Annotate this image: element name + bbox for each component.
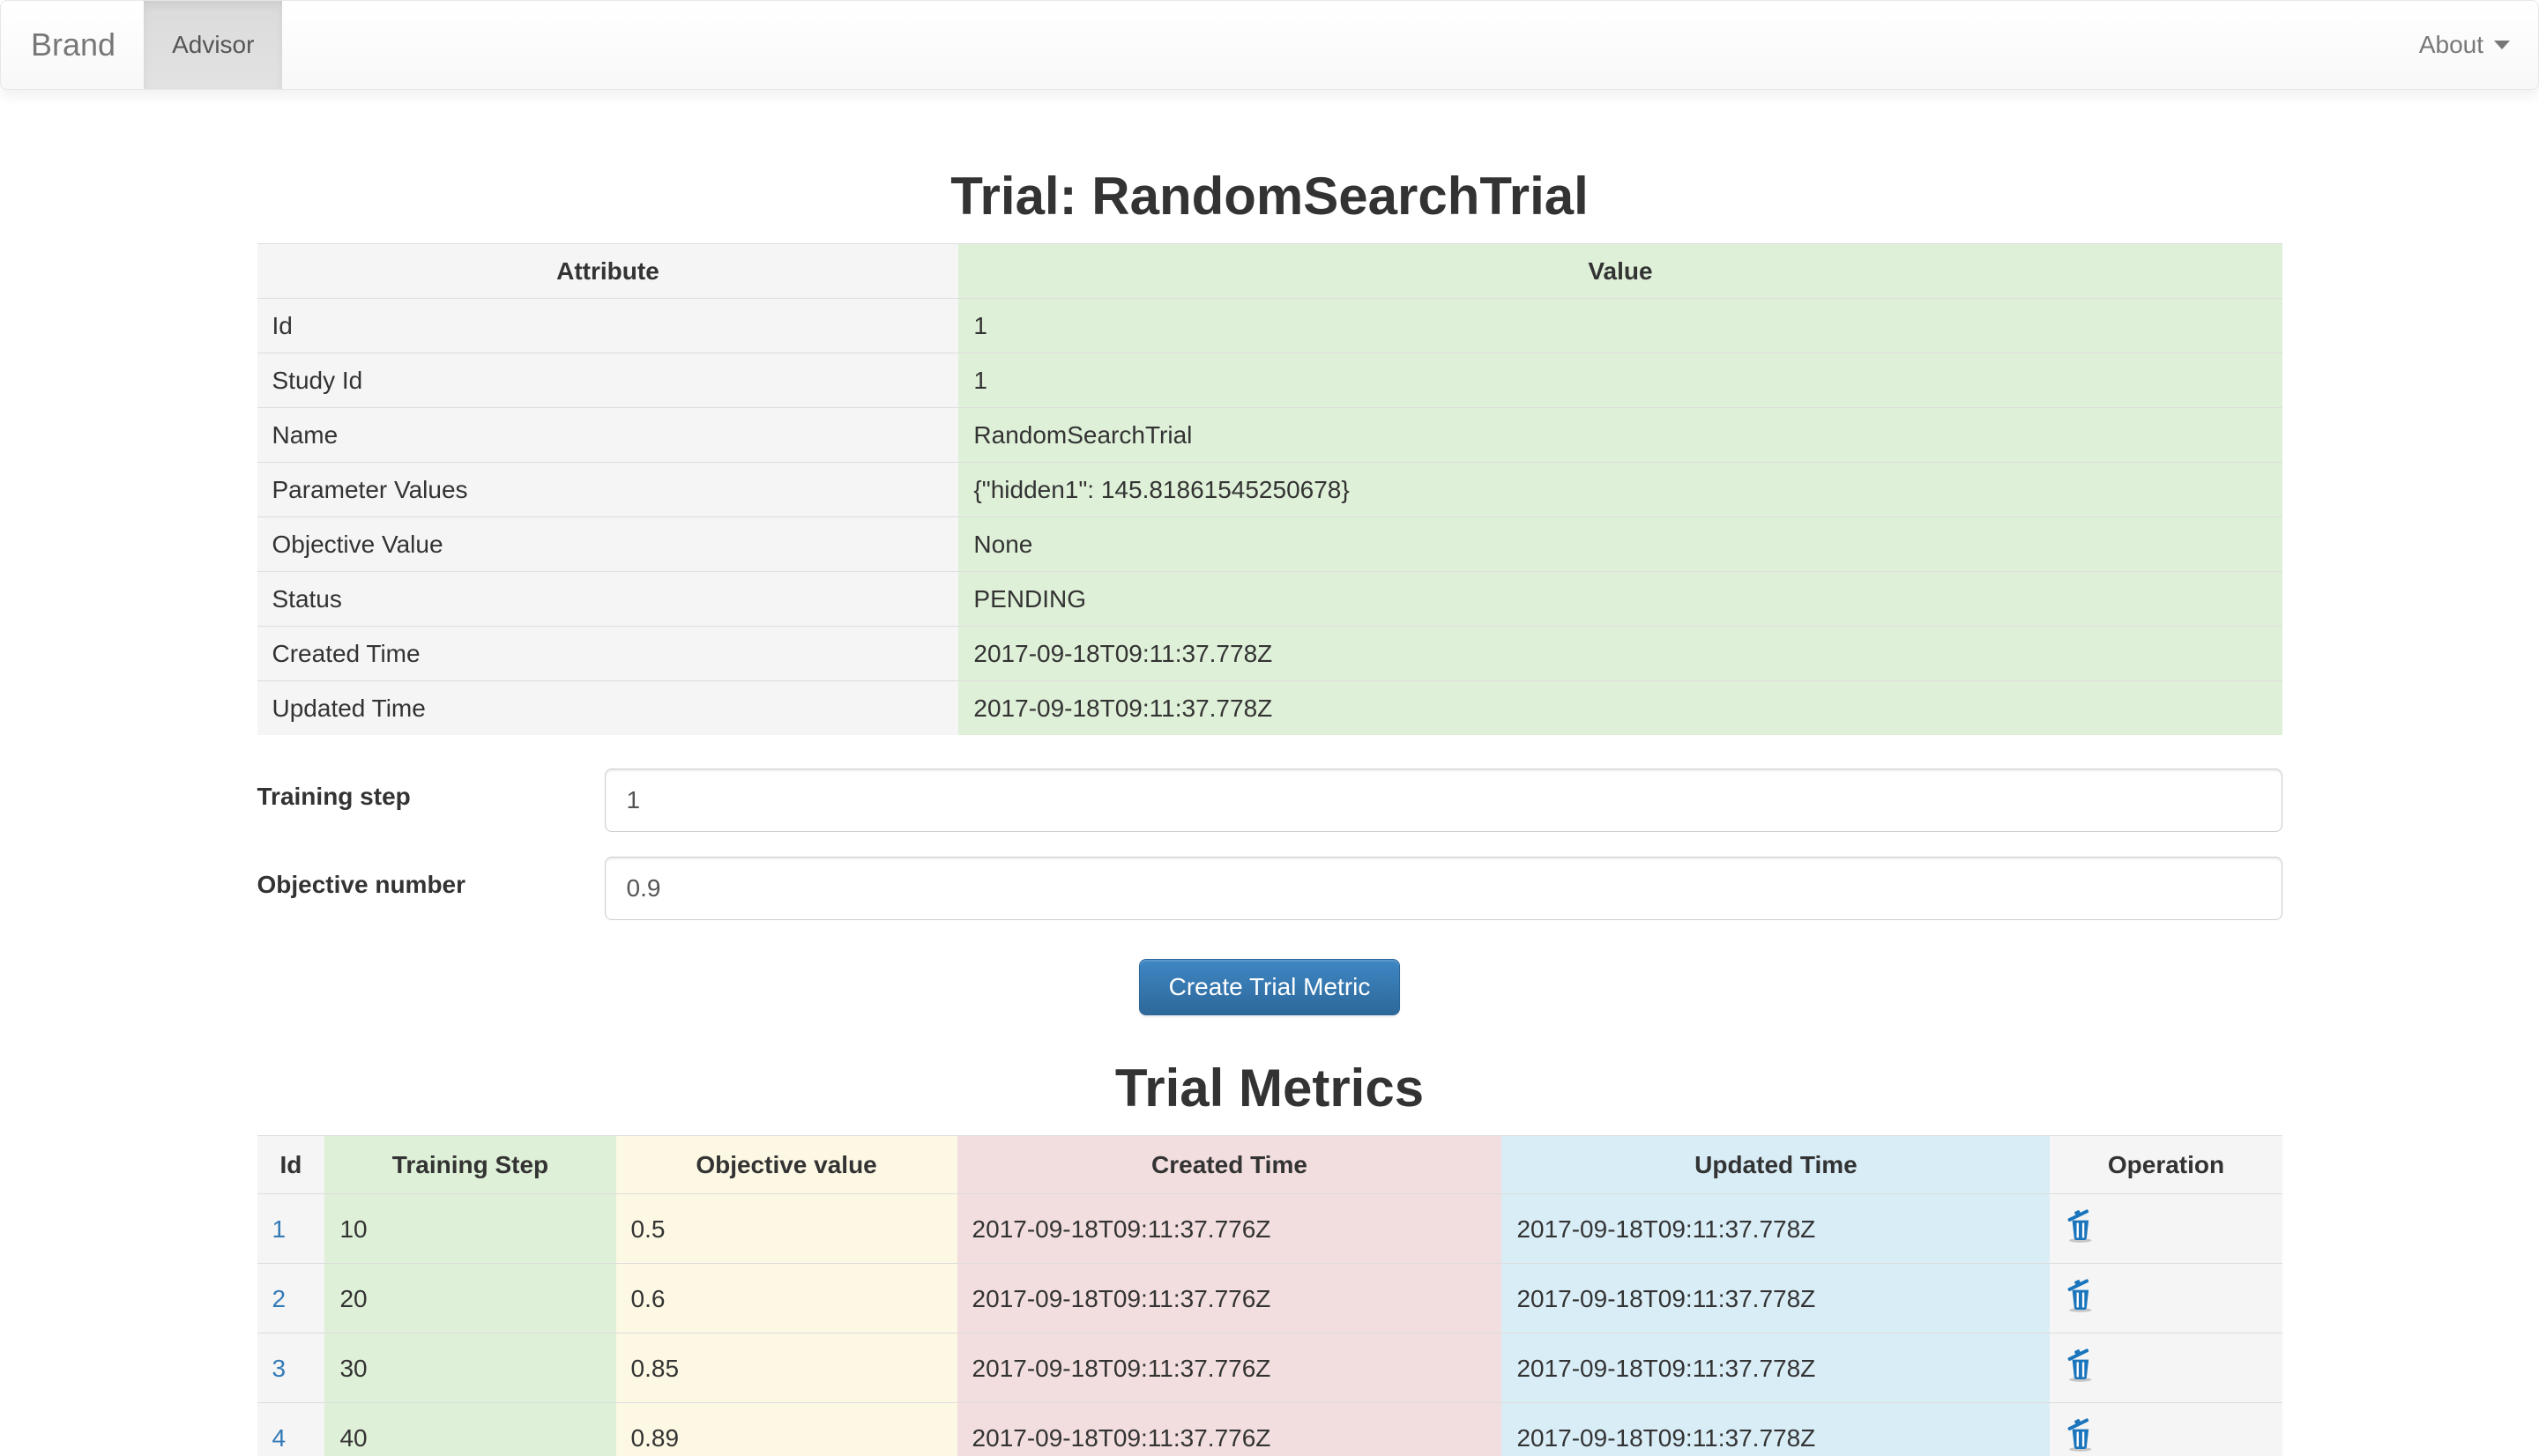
value-cell: 2017-09-18T09:11:37.778Z [958,680,2282,735]
attribute-cell: Name [257,407,959,463]
attribute-cell: Id [257,298,959,353]
attribute-cell: Objective Value [257,516,959,572]
table-row: Created Time 2017-09-18T09:11:37.778Z [257,626,2282,681]
about-label: About [2418,31,2483,58]
table-row: Name RandomSearchTrial [257,407,2282,463]
created-time-column-header: Created Time [957,1135,1502,1194]
training-step-row: Training step [257,769,2282,832]
metric-row: 3 30 0.85 2017-09-18T09:11:37.776Z 2017-… [257,1333,2282,1403]
objective-value-cell: 0.6 [615,1263,957,1333]
value-column-header: Value [958,243,2282,299]
objective-value-cell: 0.5 [615,1193,957,1264]
updated-time-cell: 2017-09-18T09:11:37.778Z [1501,1333,2051,1403]
value-cell: {"hidden1": 145.81861545250678} [958,462,2282,517]
created-time-cell: 2017-09-18T09:11:37.776Z [957,1333,1502,1403]
table-header-row: Attribute Value [257,243,2282,299]
trash-icon [2068,1418,2092,1452]
value-cell: 1 [958,298,2282,353]
page-title: Trial: RandomSearchTrial [950,167,1589,226]
objective-value-column-header: Objective value [615,1135,957,1194]
attribute-cell: Updated Time [257,680,959,735]
delete-metric-button[interactable] [2065,1209,2095,1243]
delete-metric-button[interactable] [2065,1279,2095,1312]
metrics-header-row: Id Training Step Objective value Created… [257,1135,2282,1194]
create-trial-metric-button[interactable]: Create Trial Metric [1138,959,1401,1015]
trash-icon [2068,1348,2092,1382]
trial-attribute-table: Attribute Value Id 1 Study Id 1 Name Ran… [257,243,2282,735]
nav-item-about[interactable]: About [2391,1,2538,89]
caret-down-icon [2494,41,2510,49]
trash-icon [2068,1209,2092,1243]
delete-metric-button[interactable] [2065,1348,2095,1382]
value-cell: 1 [958,353,2282,408]
trial-metrics-table: Id Training Step Objective value Created… [257,1135,2282,1456]
attribute-cell: Created Time [257,626,959,681]
objective-number-input[interactable] [604,857,2282,920]
metric-id-link[interactable]: 1 [272,1215,287,1243]
navbar-brand[interactable]: Brand [31,26,116,63]
navbar: Brand Advisor About [0,0,2539,90]
main-container: Trial: RandomSearchTrial Attribute Value… [257,167,2282,1456]
metric-id-link[interactable]: 4 [272,1423,287,1452]
updated-time-column-header: Updated Time [1501,1135,2051,1194]
objective-value-cell: 0.89 [615,1402,957,1456]
button-row: Create Trial Metric [257,959,2282,1015]
training-step-label: Training step [257,783,411,810]
trial-metrics-title: Trial Metrics [1114,1059,1425,1118]
training-step-cell: 20 [324,1263,616,1333]
table-row: Status PENDING [257,571,2282,627]
attribute-cell: Parameter Values [257,462,959,517]
objective-number-label: Objective number [257,871,466,898]
value-cell: RandomSearchTrial [958,407,2282,463]
attribute-cell: Status [257,571,959,627]
create-metric-form: Training step Objective number Create Tr… [257,769,2282,1015]
updated-time-cell: 2017-09-18T09:11:37.778Z [1501,1193,2051,1264]
metric-id-link[interactable]: 2 [272,1284,287,1312]
training-step-cell: 40 [324,1402,616,1456]
updated-time-cell: 2017-09-18T09:11:37.778Z [1501,1402,2051,1456]
operation-column-header: Operation [2050,1135,2282,1194]
training-step-cell: 30 [324,1333,616,1403]
nav-item-advisor[interactable]: Advisor [144,1,283,89]
value-cell: None [958,516,2282,572]
id-column-header: Id [257,1135,325,1194]
training-step-input[interactable] [604,769,2282,832]
metric-row: 1 10 0.5 2017-09-18T09:11:37.776Z 2017-0… [257,1193,2282,1264]
trash-icon [2068,1279,2092,1312]
metric-row: 4 40 0.89 2017-09-18T09:11:37.776Z 2017-… [257,1402,2282,1456]
table-row: Id 1 [257,298,2282,353]
table-row: Updated Time 2017-09-18T09:11:37.778Z [257,680,2282,735]
training-step-cell: 10 [324,1193,616,1264]
objective-value-cell: 0.85 [615,1333,957,1403]
table-row: Objective Value None [257,516,2282,572]
training-step-column-header: Training Step [324,1135,616,1194]
created-time-cell: 2017-09-18T09:11:37.776Z [957,1263,1502,1333]
updated-time-cell: 2017-09-18T09:11:37.778Z [1501,1263,2051,1333]
metric-row: 2 20 0.6 2017-09-18T09:11:37.776Z 2017-0… [257,1263,2282,1333]
created-time-cell: 2017-09-18T09:11:37.776Z [957,1193,1502,1264]
attribute-column-header: Attribute [257,243,959,299]
table-row: Parameter Values {"hidden1": 145.8186154… [257,462,2282,517]
table-row: Study Id 1 [257,353,2282,408]
attribute-cell: Study Id [257,353,959,408]
value-cell: 2017-09-18T09:11:37.778Z [958,626,2282,681]
delete-metric-button[interactable] [2065,1418,2095,1452]
value-cell: PENDING [958,571,2282,627]
objective-number-row: Objective number [257,857,2282,920]
metric-id-link[interactable]: 3 [272,1354,287,1382]
created-time-cell: 2017-09-18T09:11:37.776Z [957,1402,1502,1456]
navbar-spacer [282,1,2390,89]
